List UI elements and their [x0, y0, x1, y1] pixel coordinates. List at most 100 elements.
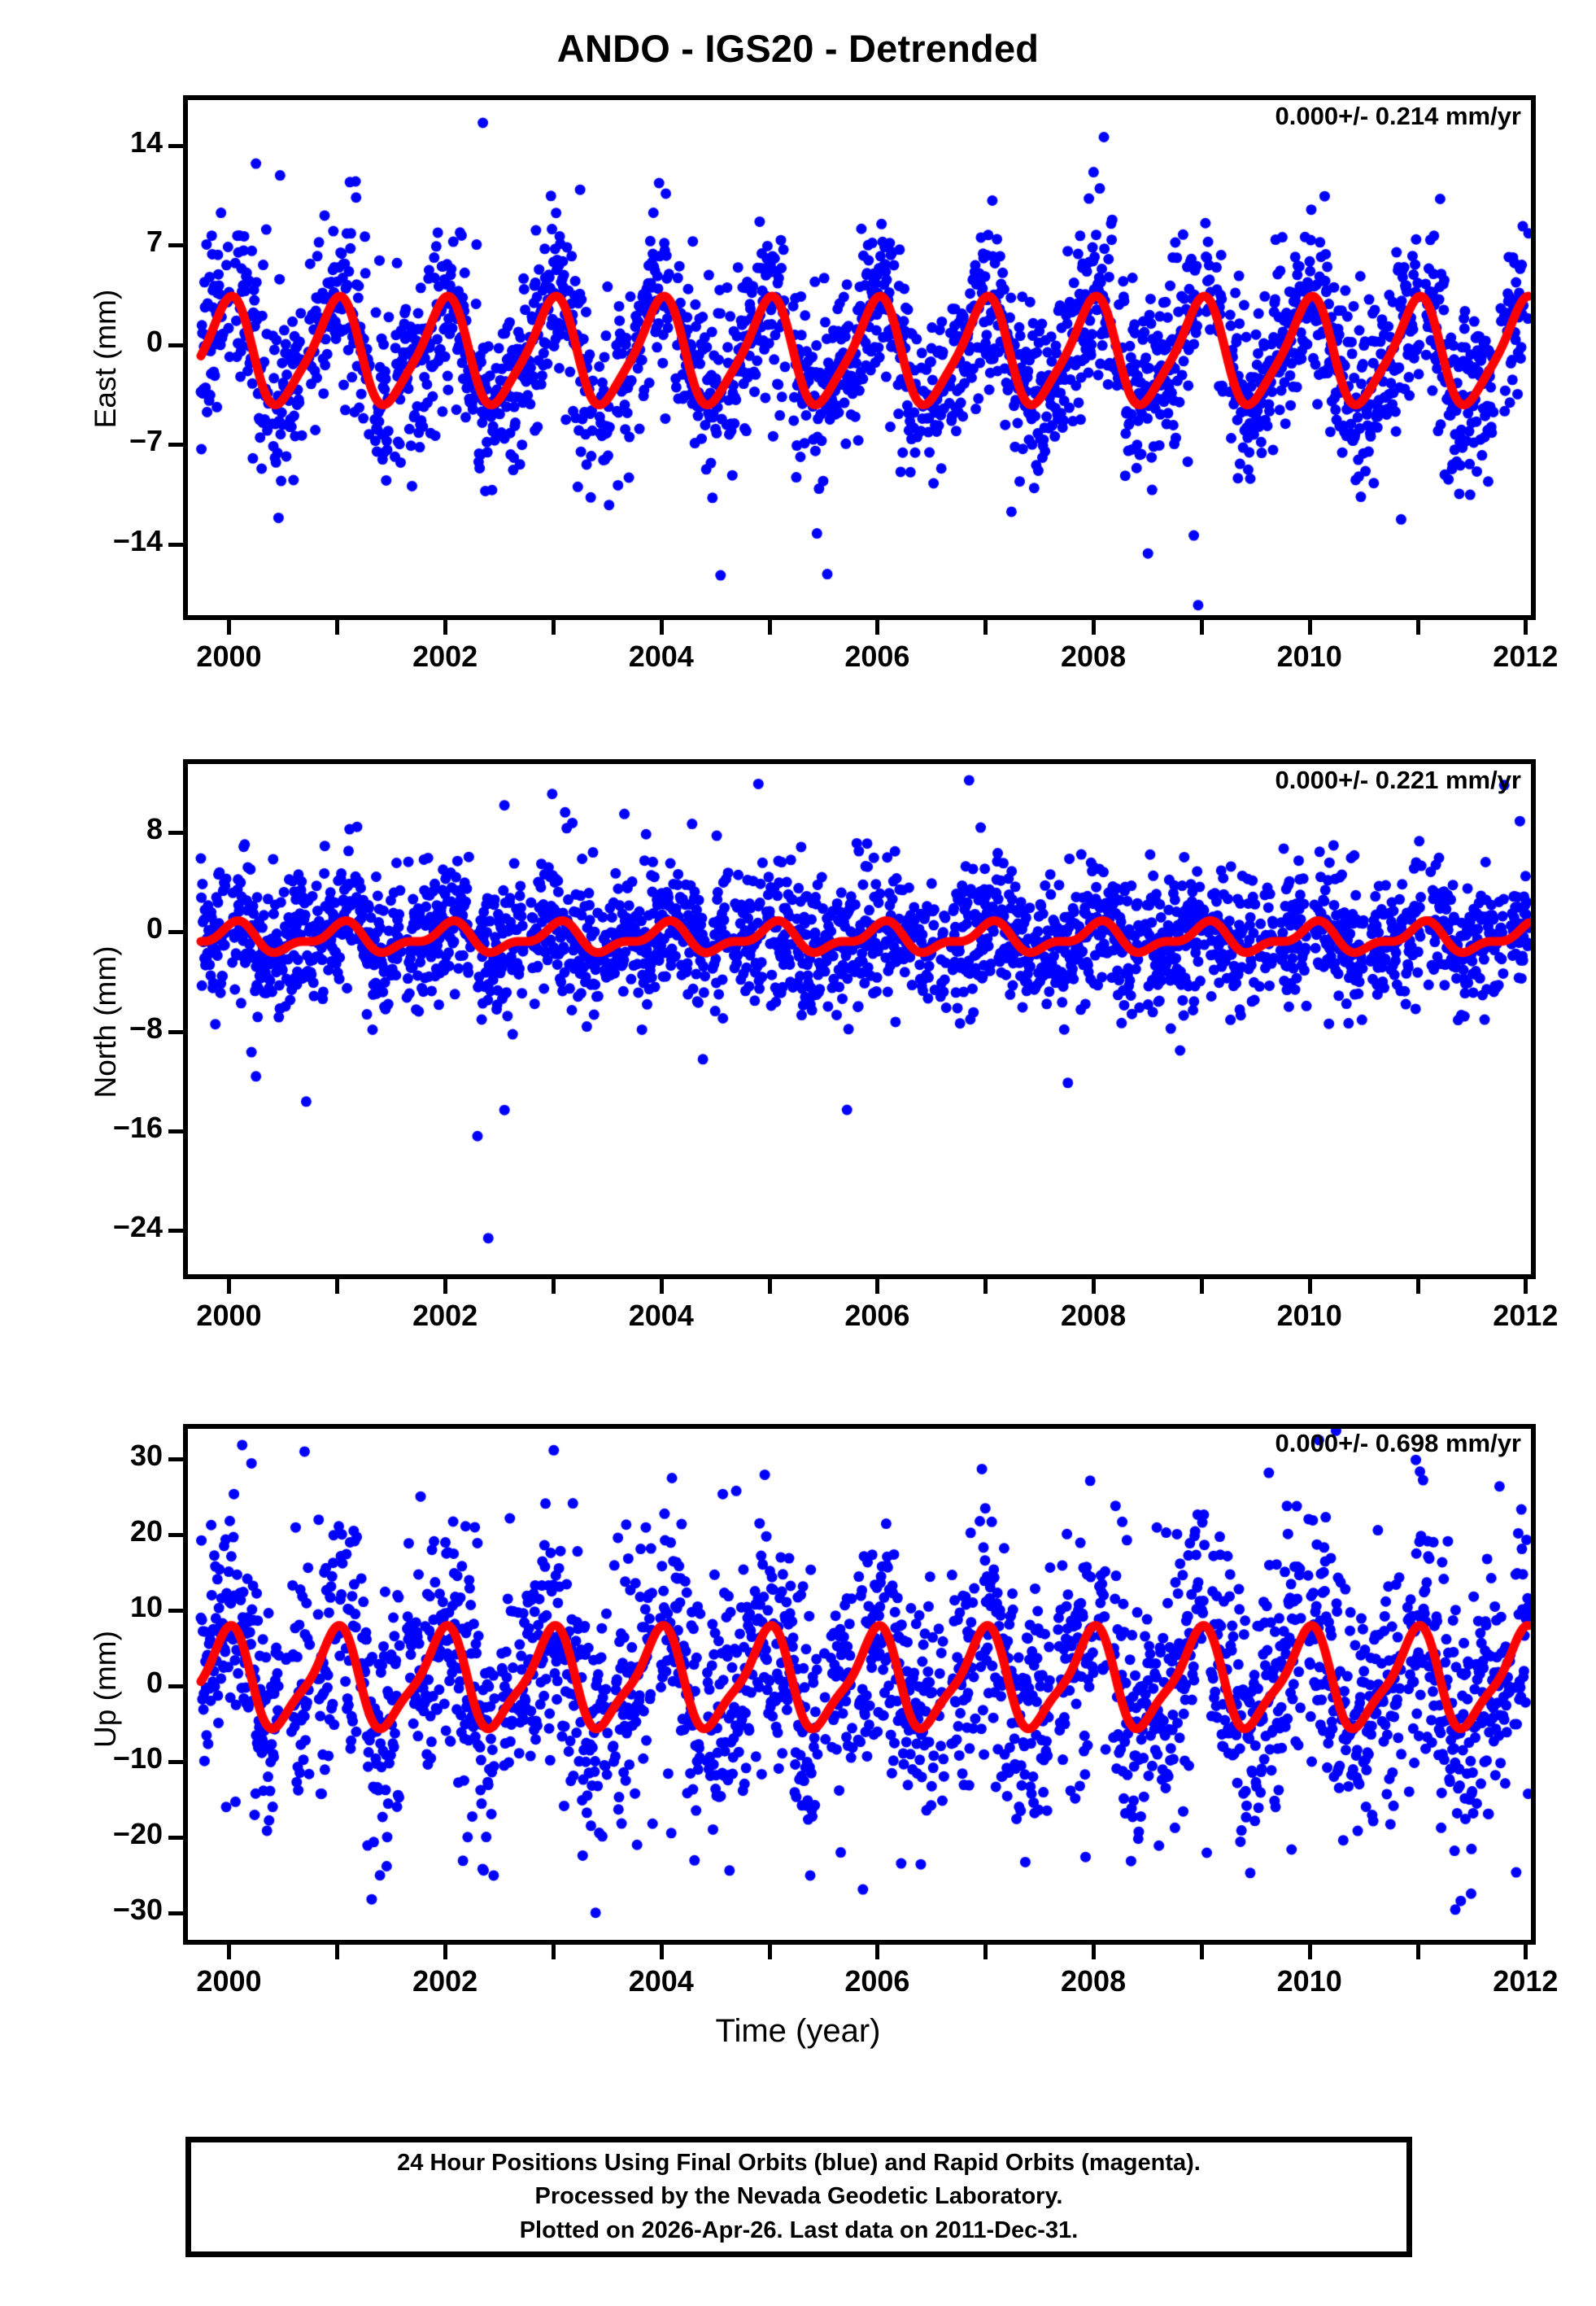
y-tick-label: 20	[129, 1514, 163, 1548]
y-tick-mark	[168, 542, 183, 547]
x-tick-label: 2012	[1493, 1299, 1559, 1332]
x-tick-mark	[1199, 620, 1204, 635]
caption-box: 24 Hour Positions Using Final Orbits (bl…	[185, 2137, 1412, 2257]
y-tick-mark	[168, 1029, 183, 1034]
y-tick-mark	[168, 1129, 183, 1134]
y-tick-label: 0	[146, 1666, 163, 1700]
x-tick-mark	[1524, 1279, 1528, 1294]
y-tick-mark	[168, 143, 183, 148]
x-tick-label: 2004	[628, 1964, 694, 1998]
x-tick-mark	[335, 620, 340, 635]
x-tick-mark	[983, 1945, 988, 1959]
x-tick-label: 2000	[196, 1299, 262, 1332]
x-tick-mark	[659, 1279, 664, 1294]
x-tick-mark	[767, 620, 772, 635]
x-tick-mark	[1199, 1945, 1204, 1959]
y-tick-mark	[168, 1911, 183, 1916]
x-tick-label: 2004	[628, 1299, 694, 1332]
y-tick-label: 8	[146, 812, 163, 846]
x-tick-mark	[767, 1945, 772, 1959]
y-tick-mark	[168, 1684, 183, 1689]
x-tick-label: 2002	[412, 640, 478, 673]
panel-north-frame	[183, 759, 1536, 1279]
panel-up-rate-annotation: 0.000+/- 0.698 mm/yr	[1275, 1429, 1521, 1457]
x-tick-label: 2008	[1061, 1299, 1127, 1332]
y-tick-mark	[168, 1836, 183, 1841]
x-tick-mark	[227, 620, 232, 635]
y-tick-mark	[168, 243, 183, 248]
x-tick-mark	[551, 1945, 556, 1959]
x-tick-mark	[659, 1945, 664, 1959]
x-tick-label: 2012	[1493, 1964, 1559, 1998]
x-tick-label: 2008	[1061, 1964, 1127, 1998]
panel-north-rate-annotation: 0.000+/- 0.221 mm/yr	[1275, 766, 1521, 794]
panel-up-plot-area	[188, 1429, 1531, 1940]
x-tick-mark	[227, 1945, 232, 1959]
panel-north	[183, 759, 1536, 1279]
x-tick-label: 2002	[412, 1299, 478, 1332]
panel-east-rate-annotation: 0.000+/- 0.214 mm/yr	[1275, 102, 1521, 130]
y-tick-mark	[168, 443, 183, 448]
x-tick-label: 2006	[844, 640, 910, 673]
y-tick-mark	[168, 930, 183, 935]
x-tick-mark	[443, 620, 448, 635]
panel-north-plot-area	[188, 764, 1531, 1274]
caption-line-3: Plotted on 2026-Apr-26. Last data on 201…	[519, 2216, 1079, 2243]
x-tick-mark	[983, 1279, 988, 1294]
x-tick-mark	[443, 1945, 448, 1959]
y-tick-mark	[168, 1457, 183, 1462]
y-tick-label: −7	[129, 424, 163, 458]
y-tick-label: 0	[146, 911, 163, 946]
x-tick-mark	[1307, 620, 1312, 635]
y-tick-mark	[168, 1229, 183, 1234]
caption-line-1: 24 Hour Positions Using Final Orbits (bl…	[397, 2150, 1201, 2177]
x-tick-mark	[875, 620, 880, 635]
panel-up-frame	[183, 1424, 1536, 1945]
x-tick-label: 2010	[1276, 1299, 1342, 1332]
x-tick-mark	[767, 1279, 772, 1294]
y-tick-label: −14	[112, 523, 163, 557]
x-tick-mark	[1307, 1279, 1312, 1294]
y-tick-label: 7	[146, 225, 163, 259]
caption-line-2: Processed by the Nevada Geodetic Laborat…	[534, 2183, 1063, 2210]
y-tick-mark	[168, 1533, 183, 1538]
x-tick-label: 2000	[196, 1964, 262, 1998]
x-tick-mark	[1524, 1945, 1528, 1959]
y-tick-label: −16	[112, 1111, 163, 1145]
x-tick-label: 2010	[1276, 640, 1342, 673]
x-tick-mark	[227, 1279, 232, 1294]
y-tick-label: −20	[112, 1817, 163, 1851]
x-tick-mark	[1199, 1279, 1204, 1294]
y-tick-label: −8	[129, 1011, 163, 1045]
panel-east	[183, 95, 1536, 620]
x-tick-mark	[1307, 1945, 1312, 1959]
y-tick-label: 14	[129, 124, 163, 159]
panel-east-frame	[183, 95, 1536, 620]
y-tick-label: −10	[112, 1741, 163, 1775]
y-tick-label: 10	[129, 1590, 163, 1624]
panel-east-plot-area	[188, 100, 1531, 615]
x-tick-mark	[1092, 1945, 1097, 1959]
panel-up	[183, 1424, 1536, 1945]
x-tick-mark	[1092, 1279, 1097, 1294]
x-tick-mark	[1415, 1279, 1420, 1294]
x-tick-mark	[1524, 620, 1528, 635]
x-tick-mark	[875, 1279, 880, 1294]
x-tick-mark	[551, 620, 556, 635]
x-tick-mark	[335, 1945, 340, 1959]
x-tick-mark	[875, 1945, 880, 1959]
x-tick-label: 2012	[1493, 640, 1559, 673]
y-tick-mark	[168, 1609, 183, 1614]
x-tick-mark	[551, 1279, 556, 1294]
y-tick-label: −24	[112, 1210, 163, 1244]
y-tick-mark	[168, 343, 183, 347]
x-tick-mark	[1415, 1945, 1420, 1959]
x-tick-mark	[335, 1279, 340, 1294]
y-tick-mark	[168, 1760, 183, 1765]
x-tick-label: 2006	[844, 1964, 910, 1998]
x-tick-label: 2008	[1061, 640, 1127, 673]
x-tick-label: 2002	[412, 1964, 478, 1998]
y-tick-mark	[168, 831, 183, 836]
